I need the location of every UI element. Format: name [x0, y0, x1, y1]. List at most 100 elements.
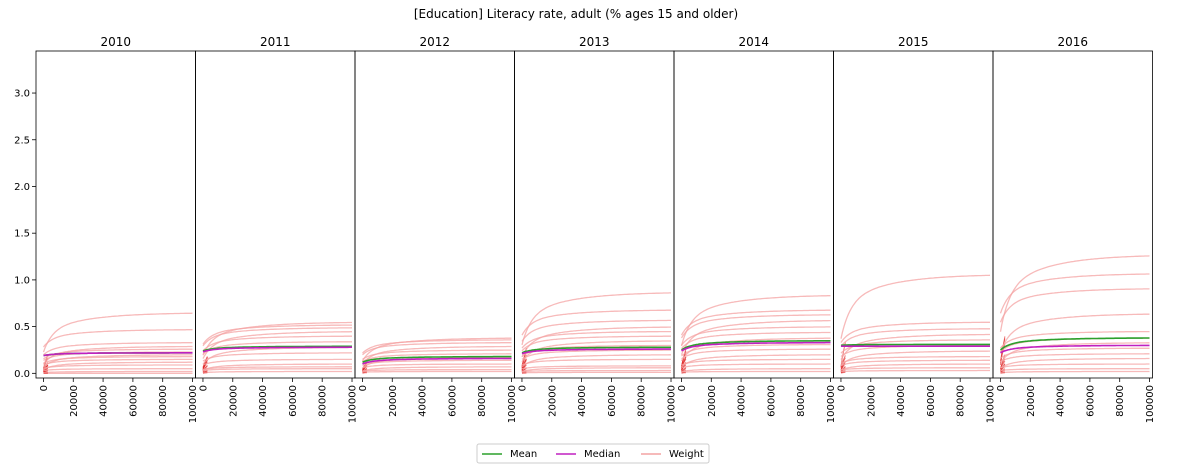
- x-tick-label: 0: [198, 385, 209, 391]
- x-tick-label: 60000: [926, 385, 937, 417]
- x-tick-label: 80000: [637, 385, 648, 417]
- panel-title: 2013: [579, 35, 610, 49]
- weight-line: [202, 366, 352, 371]
- weight-line: [999, 255, 1150, 332]
- x-tick-label: 40000: [258, 385, 269, 417]
- weight-line: [680, 295, 831, 347]
- legend: Mean Median Weight: [476, 443, 710, 464]
- x-tick-label: 0: [358, 385, 369, 391]
- x-tick-label: 0: [517, 385, 528, 391]
- weight-line: [362, 368, 512, 372]
- weight-line: [43, 348, 193, 360]
- weight-line-start: [840, 371, 846, 374]
- weight-line: [840, 359, 990, 367]
- panel-2016: 2016 0 20000 40000 60000 80000 100000: [992, 35, 1156, 423]
- weight-line: [521, 292, 671, 346]
- legend-mean-label: Mean: [510, 449, 537, 460]
- x-tick-label: 0: [677, 385, 688, 391]
- y-tick-label: 2.5: [14, 135, 30, 146]
- x-tick-label: 80000: [796, 385, 807, 417]
- weight-line: [361, 337, 512, 362]
- weight-line: [43, 358, 193, 366]
- y-tick-label: 3.0: [14, 89, 30, 100]
- weight-line: [362, 359, 512, 367]
- median-line: [362, 357, 512, 365]
- x-tick-label: 40000: [737, 385, 748, 417]
- x-tick-label: 60000: [766, 385, 777, 417]
- weight-line: [680, 319, 831, 355]
- panel-2013: 2013 0 20000 40000 60000 80000 100000: [514, 35, 678, 423]
- y-tick-label: 0.5: [14, 322, 30, 333]
- panel-title: 2012: [419, 35, 450, 49]
- weight-line: [999, 342, 1150, 363]
- weight-line: [521, 365, 671, 370]
- x-tick-label: 20000: [228, 385, 239, 417]
- weight-line: [840, 339, 990, 354]
- weight-line: [840, 274, 991, 339]
- x-tick-label: 20000: [707, 385, 718, 417]
- mean-line: [362, 355, 512, 363]
- x-tick-label: 100000: [507, 385, 518, 423]
- weight-line: [840, 350, 990, 366]
- weight-line: [681, 354, 831, 368]
- panel-frame: [673, 50, 834, 379]
- x-tick-label: 60000: [607, 385, 618, 417]
- panel-2012: 2012 0 20000 40000 60000 80000 100000: [354, 35, 518, 423]
- x-tick-label: 0: [996, 385, 1007, 391]
- panel-title: 2016: [1057, 35, 1088, 49]
- x-tick-label: 80000: [1115, 385, 1126, 417]
- panel-title: 2010: [100, 35, 131, 49]
- weight-line: [43, 368, 193, 372]
- weight-line: [521, 326, 671, 358]
- weight-line: [1000, 353, 1150, 363]
- weight-line: [362, 349, 512, 360]
- panel-frame: [992, 50, 1153, 379]
- median-line: [1000, 344, 1150, 354]
- weight-line: [362, 370, 512, 373]
- weight-line: [202, 321, 352, 356]
- y-tick-label: 2.0: [14, 182, 30, 193]
- panel-2014: 2014 0 20000 40000 60000 80000 100000: [673, 35, 837, 423]
- weight-line: [521, 367, 671, 373]
- x-tick-label: 80000: [318, 385, 329, 417]
- x-tick-label: 20000: [547, 385, 558, 417]
- weight-line: [202, 327, 353, 347]
- weight-line: [1000, 347, 1150, 359]
- x-tick-label: 0: [836, 385, 847, 391]
- weight-line: [521, 369, 671, 373]
- median-line: [202, 346, 352, 353]
- weight-line: [202, 331, 352, 359]
- weight-line: [43, 364, 193, 369]
- panel-2015: 2015 0 20000 40000 60000 80000 100000: [833, 35, 997, 423]
- weight-line: [43, 342, 193, 356]
- weight-line: [202, 341, 352, 355]
- x-tick-label: 100000: [1145, 385, 1156, 423]
- weight-line: [43, 361, 193, 370]
- weight-line: [681, 370, 831, 373]
- weight-line: [202, 352, 352, 362]
- weight-line: [840, 321, 990, 343]
- y-tick-label: 1.0: [14, 275, 30, 286]
- y-tick-label: 0.0: [14, 369, 30, 380]
- weight-line-start: [1000, 372, 1005, 374]
- weight-line: [681, 368, 831, 373]
- weight-line: [521, 309, 671, 336]
- weight-line: [43, 355, 193, 364]
- mean-line: [521, 346, 671, 354]
- weight-line: [362, 339, 512, 354]
- x-tick-label: 60000: [288, 385, 299, 417]
- median-line: [43, 352, 193, 357]
- weight-line: [999, 273, 1150, 314]
- weight-line: [681, 343, 831, 357]
- weight-line: [1000, 370, 1150, 374]
- weight-line: [680, 326, 831, 346]
- x-tick-label: 20000: [388, 385, 399, 417]
- panel-title: 2015: [898, 35, 929, 49]
- mean-line: [681, 340, 831, 351]
- weight-line: [681, 348, 831, 360]
- weight-line: [840, 328, 990, 347]
- weight-line: [680, 331, 831, 350]
- weight-line: [202, 363, 352, 371]
